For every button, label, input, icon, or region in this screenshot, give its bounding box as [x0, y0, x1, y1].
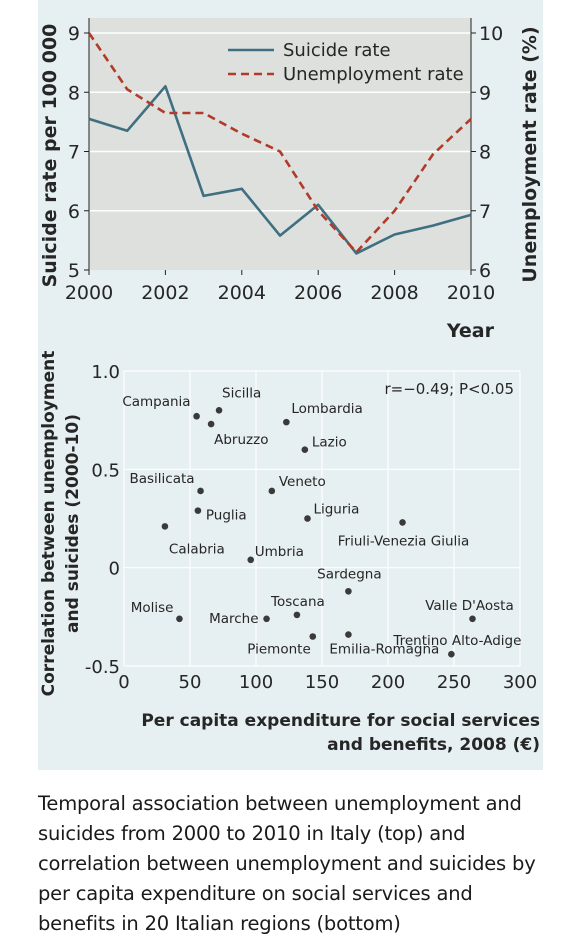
point-friuli-venezia-giulia: [399, 519, 406, 526]
scatter-x-tick-label: 150: [305, 672, 339, 693]
scatter-x-tick-label: 0: [118, 672, 129, 693]
right-tick-label: 9: [479, 82, 491, 104]
point-label-liguria: Liguria: [313, 502, 359, 518]
point-label-basilicata: Basilicata: [129, 471, 194, 487]
point-basilicata: [197, 487, 204, 495]
point-label-emilia-romagna: Emilia-Romagna: [329, 642, 439, 658]
suicide-rate-line: [88, 85, 472, 255]
point-label-piemonte: Piemonte: [247, 642, 310, 658]
left-tick-label: 7: [68, 142, 80, 164]
right-tick-label: 6: [479, 260, 491, 282]
x-tick-label: 2010: [447, 282, 495, 304]
scatter-x-tick-label: 100: [239, 672, 273, 693]
scatter-x-axis-title: and benefits, 2008 (€): [327, 735, 540, 755]
left-tick-label: 5: [68, 260, 80, 282]
left-tick-label: 6: [68, 201, 80, 223]
unemployment-rate-line: [87, 32, 472, 254]
legend-label: Unemployment rate: [283, 64, 464, 85]
point-marche: [263, 615, 270, 623]
point-label-veneto: Veneto: [279, 474, 326, 490]
point-emilia-romagna: [345, 631, 352, 638]
scatter-y-tick-label: -0.5: [85, 657, 120, 678]
point-abruzzo: [207, 420, 215, 428]
right-axis-title: Unemployment rate (%): [519, 26, 541, 282]
point-sardegna: [345, 587, 352, 595]
point-lombardia: [283, 418, 290, 426]
point-label-lombardia: Lombardia: [291, 401, 362, 417]
point-trentino-alto-adige: [448, 650, 455, 658]
point-toscana: [293, 611, 301, 619]
point-label-puglia: Puglia: [206, 508, 247, 524]
point-umbria: [247, 556, 255, 564]
legend-label: Suicide rate: [283, 40, 391, 61]
point-label-abruzzo: Abruzzo: [214, 432, 268, 448]
point-veneto: [268, 487, 276, 495]
point-liguria: [304, 515, 311, 522]
x-tick-label: 2002: [141, 282, 189, 304]
left-tick-label: 9: [68, 23, 80, 45]
point-label-umbria: Umbria: [255, 544, 304, 560]
scatter-y-tick-label: 1.0: [91, 362, 120, 383]
point-label-marche: Marche: [209, 611, 258, 627]
left-tick-label: 8: [68, 82, 80, 104]
scatter-y-axis-title: and suicides (2000-10): [63, 414, 83, 633]
point-label-calabria: Calabria: [169, 541, 225, 557]
scatter-y-axis-title: Correlation between unemployment: [39, 351, 59, 697]
point-label-trentino-alto-adige: Trentino Alto-Adige: [392, 633, 521, 649]
scatter-y-tick-label: 0.5: [91, 460, 120, 481]
point-molise: [176, 615, 183, 623]
point-label-molise: Molise: [131, 600, 174, 616]
point-label-friuli-venezia-giulia: Friuli-Venezia Giulia: [338, 533, 470, 549]
right-tick-label: 7: [479, 201, 491, 223]
x-tick-label: 2008: [370, 282, 418, 304]
scatter-x-tick-label: 250: [437, 672, 471, 693]
point-label-toscana: Toscana: [270, 594, 325, 610]
x-axis-title: Year: [446, 320, 495, 342]
x-tick-label: 2000: [65, 282, 113, 304]
figure-caption: Temporal association between unemploymen…: [38, 792, 536, 935]
point-label-sicilla: Sicilla: [222, 385, 261, 401]
point-label-lazio: Lazio: [312, 435, 347, 451]
x-tick-label: 2006: [294, 282, 342, 304]
correlation-annotation: r=−0.49; P<0.05: [384, 380, 514, 398]
scatter-x-tick-label: 200: [371, 672, 405, 693]
right-tick-label: 8: [479, 142, 491, 164]
point-piemonte: [309, 633, 317, 640]
point-label-valle-d-aosta: Valle D'Aosta: [425, 598, 514, 614]
point-sicilla: [215, 407, 223, 414]
point-valle-d-aosta: [469, 615, 476, 623]
point-puglia: [194, 507, 202, 514]
left-axis-title: Suicide rate per 100 000: [39, 24, 61, 288]
point-label-sardegna: Sardegna: [317, 566, 381, 582]
scatter-x-tick-label: 50: [179, 672, 202, 693]
scatter-x-axis-title: Per capita expenditure for social servic…: [141, 711, 540, 731]
scatter-x-tick-label: 300: [503, 672, 537, 693]
point-lazio: [301, 446, 309, 453]
x-tick-label: 2004: [218, 282, 266, 304]
point-calabria: [161, 523, 169, 530]
right-tick-label: 10: [479, 23, 503, 45]
point-label-campania: Campania: [122, 394, 190, 410]
point-campania: [193, 412, 200, 420]
line-plot-area: [89, 18, 471, 270]
scatter-y-tick-label: 0: [109, 559, 120, 580]
